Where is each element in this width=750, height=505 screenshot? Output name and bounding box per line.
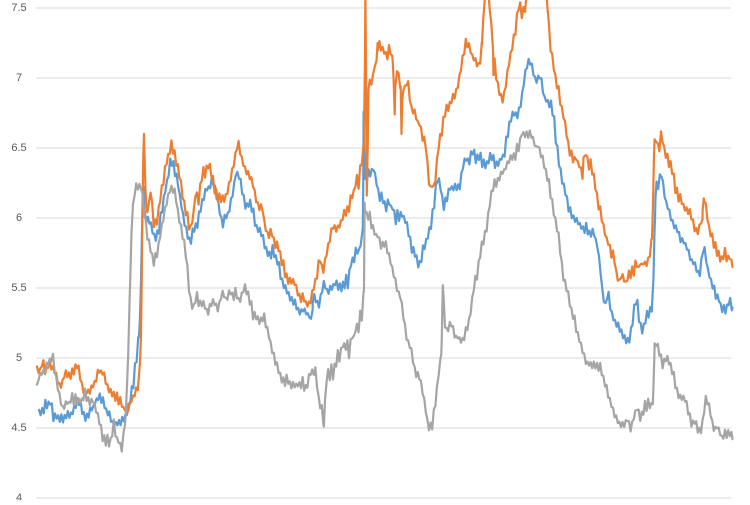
svg-text:6: 6 — [16, 212, 22, 224]
svg-text:5.5: 5.5 — [11, 282, 26, 294]
svg-text:7.5: 7.5 — [11, 2, 26, 14]
svg-text:7: 7 — [16, 72, 22, 84]
svg-text:4.5: 4.5 — [11, 422, 26, 434]
svg-text:5: 5 — [16, 352, 22, 364]
svg-text:6.5: 6.5 — [11, 142, 26, 154]
svg-text:4: 4 — [16, 492, 22, 500]
